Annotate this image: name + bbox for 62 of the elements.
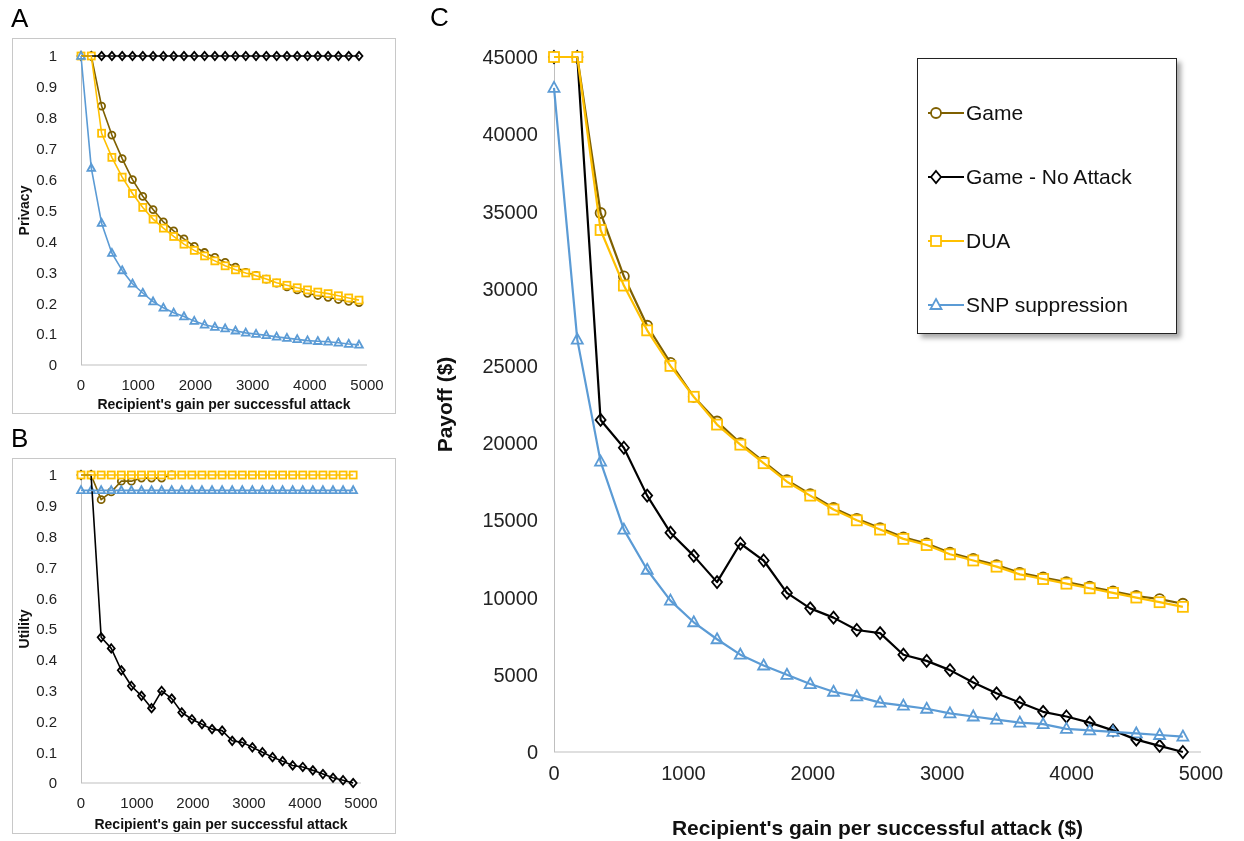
y-tick-label: 0.5 — [36, 201, 57, 219]
y-tick-label: 0.4 — [36, 232, 57, 250]
x-tick-label: 4000 — [293, 375, 327, 393]
legend-label: Game — [966, 101, 1024, 125]
x-tick-label: 3000 — [232, 793, 266, 811]
y-tick-label: 1 — [48, 466, 57, 484]
x-tick-label: 1000 — [121, 375, 155, 393]
y-tick-label: 0 — [526, 741, 538, 764]
y-tick-label: 0.5 — [36, 620, 57, 638]
x-axis-title: Recipient's gain per successful attack ($) — [671, 816, 1084, 839]
y-tick-label: 0.3 — [36, 263, 57, 281]
y-tick-label: 5000 — [493, 663, 538, 686]
x-tick-label: 0 — [548, 762, 560, 785]
y-tick-label: 40000 — [482, 123, 538, 146]
y-tick-label: 0.8 — [36, 527, 57, 545]
y-tick-label: 0.6 — [36, 589, 57, 607]
y-tick-label: 15000 — [482, 509, 538, 532]
y-tick-label: 0.2 — [36, 294, 57, 312]
x-tick-label: 2000 — [176, 793, 210, 811]
y-tick-label: 0.1 — [36, 743, 57, 761]
x-tick-label: 4000 — [1049, 762, 1094, 785]
y-tick-label: 0.1 — [36, 325, 57, 343]
y-tick-label: 25000 — [482, 354, 538, 377]
x-tick-label: 3000 — [235, 375, 270, 393]
chart-title: C — [430, 2, 449, 32]
y-tick-label: 0.9 — [36, 497, 57, 515]
y-axis-title: Privacy — [16, 185, 32, 236]
y-tick-label: 30000 — [482, 277, 538, 300]
x-tick-label: 3000 — [919, 762, 965, 785]
y-tick-label: 0.9 — [36, 78, 57, 96]
legend-label: Game - No Attack — [966, 165, 1132, 189]
x-tick-label: 5000 — [1178, 762, 1224, 785]
y-tick-label: 0.3 — [36, 681, 57, 699]
y-tick-label: 0 — [48, 356, 57, 374]
x-tick-label: 0 — [76, 793, 86, 811]
y-tick-label: 0.7 — [36, 558, 57, 576]
y-tick-label: 20000 — [482, 432, 538, 455]
x-tick-label: 5000 — [344, 793, 378, 811]
y-tick-label: 0.4 — [36, 651, 57, 669]
x-axis-title: Recipient's gain per successful attack — [94, 816, 348, 832]
y-tick-label: 35000 — [482, 200, 538, 223]
legend-label: DUA — [966, 229, 1011, 253]
x-tick-label: 2000 — [790, 762, 836, 785]
chart-title: B — [11, 423, 29, 453]
x-tick-label: 4000 — [288, 793, 322, 811]
y-axis-title: Payoff ($) — [433, 356, 456, 453]
x-axis-title: Recipient's gain per successful attack — [97, 396, 351, 412]
chart-title: A — [11, 3, 29, 33]
y-tick-label: 1 — [48, 47, 57, 65]
x-tick-label: 2000 — [178, 375, 213, 393]
x-tick-label: 1000 — [661, 762, 706, 785]
y-tick-label: 0.6 — [36, 170, 57, 188]
legend-label: SNP suppression — [966, 293, 1128, 317]
y-axis-title: Utility — [16, 609, 32, 649]
y-tick-label: 0.8 — [36, 109, 57, 127]
y-tick-label: 45000 — [482, 46, 538, 69]
x-tick-label: 1000 — [120, 793, 154, 811]
x-tick-label: 5000 — [350, 375, 384, 393]
y-tick-label: 0.2 — [36, 712, 57, 730]
y-tick-label: 10000 — [482, 586, 538, 609]
y-tick-label: 0.7 — [36, 140, 57, 158]
x-tick-label: 0 — [76, 375, 86, 393]
